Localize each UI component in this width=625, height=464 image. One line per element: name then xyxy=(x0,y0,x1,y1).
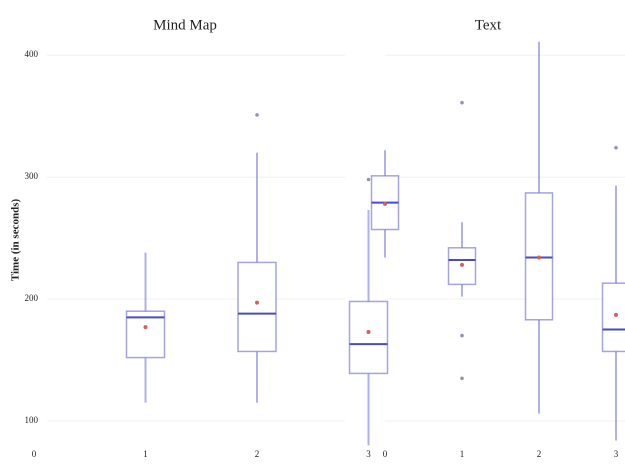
mean xyxy=(537,255,541,260)
outlier xyxy=(460,100,464,105)
mean xyxy=(255,300,259,305)
panel-title: Mind Map xyxy=(153,17,217,33)
outlier xyxy=(366,177,371,182)
mean xyxy=(614,312,618,317)
x-tick-label: 3 xyxy=(366,449,371,459)
x-tick-label: 2 xyxy=(255,449,260,459)
outlier xyxy=(460,376,464,381)
box xyxy=(125,310,166,359)
y-tick-label: 300 xyxy=(25,171,39,181)
mean xyxy=(383,201,387,206)
mean xyxy=(366,329,371,334)
panel-title: Text xyxy=(475,17,502,33)
mean xyxy=(143,325,148,330)
mean xyxy=(460,262,464,267)
x-tick-label: 3 xyxy=(614,449,619,459)
x-tick-label: 0 xyxy=(32,449,37,459)
box xyxy=(237,261,277,353)
y-tick-label: 200 xyxy=(25,293,39,303)
outlier xyxy=(255,113,259,117)
outlier xyxy=(614,146,618,150)
x-tick-label: 2 xyxy=(537,449,542,459)
y-tick-label: 100 xyxy=(25,415,39,425)
box xyxy=(601,282,625,353)
outlier xyxy=(460,333,464,338)
y-tick-label: 400 xyxy=(25,49,39,59)
x-tick-label: 1 xyxy=(460,449,465,459)
x-tick-label: 0 xyxy=(383,449,388,459)
y-axis-label: Time (in seconds) xyxy=(10,199,22,282)
box xyxy=(348,300,389,375)
x-tick-label: 1 xyxy=(143,449,148,459)
